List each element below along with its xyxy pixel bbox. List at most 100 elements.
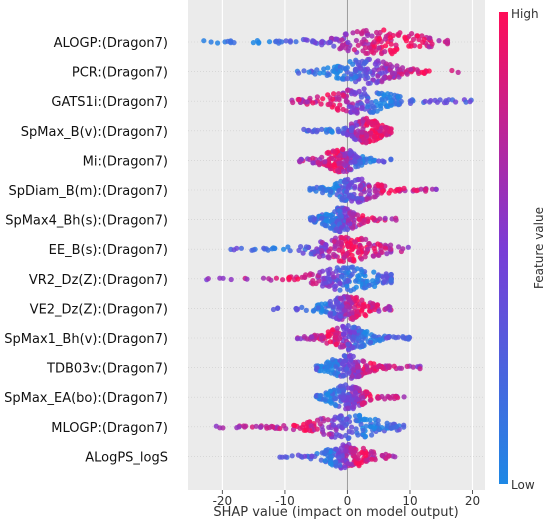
shap-point [379, 393, 385, 400]
shap-point [379, 425, 385, 431]
shap-point [356, 335, 362, 341]
shap-point [345, 39, 351, 46]
shap-point [386, 453, 392, 459]
shap-point [397, 30, 403, 36]
shap-point [388, 271, 394, 278]
feature-label: SpMax_B(v):(Dragon7) [21, 125, 168, 140]
colorbar-title: Feature value [532, 207, 546, 289]
shap-point [348, 357, 354, 363]
data-points [201, 27, 474, 471]
shap-point [421, 36, 427, 42]
shap-point [340, 373, 346, 379]
shap-point [367, 417, 373, 423]
shap-point [304, 420, 310, 426]
shap-point [371, 269, 377, 275]
shap-point [337, 152, 343, 159]
shap-point [310, 186, 316, 192]
shap-point [333, 226, 339, 232]
shap-point [340, 106, 346, 112]
shap-point [374, 302, 380, 308]
shap-point [389, 64, 395, 70]
shap-point [401, 424, 407, 430]
shap-point [349, 373, 355, 379]
x-tick-label: 10 [402, 494, 417, 508]
shap-point [323, 397, 329, 403]
shap-point [273, 39, 279, 45]
shap-point [378, 103, 384, 109]
shap-point [332, 334, 338, 341]
shap-point [381, 92, 387, 98]
shap-point [217, 275, 223, 281]
shap-point [364, 389, 370, 395]
shap-point [352, 183, 358, 190]
shap-point [348, 288, 354, 294]
shap-point [380, 59, 386, 65]
shap-point [351, 305, 357, 311]
shap-point [242, 424, 248, 430]
shap-point [351, 334, 357, 341]
shap-point [342, 464, 348, 471]
shap-point [342, 353, 348, 359]
shap-point [354, 385, 360, 391]
shap-point [415, 33, 421, 39]
shap-point [376, 91, 382, 97]
shap-point [372, 43, 378, 49]
shap-point [376, 158, 382, 164]
shap-point [408, 66, 414, 73]
shap-point [422, 98, 428, 104]
shap-point [345, 217, 351, 223]
shap-point [307, 427, 313, 434]
shap-point [328, 128, 334, 135]
shap-point [338, 213, 344, 219]
shap-point [326, 279, 332, 285]
shap-point [336, 304, 342, 310]
feature-label: SpMax1_Bh(v):(Dragon7) [4, 332, 168, 347]
shap-point [356, 461, 362, 467]
shap-point [325, 65, 331, 71]
shap-point [279, 39, 285, 45]
shap-point [326, 431, 332, 437]
shap-point [337, 102, 343, 108]
shap-point [417, 366, 423, 372]
shap-point [344, 226, 350, 233]
shap-point [359, 237, 365, 243]
shap-point [395, 395, 401, 401]
shap-point [361, 285, 367, 291]
shap-point [344, 158, 350, 164]
shap-point [228, 276, 234, 283]
shap-point [348, 397, 355, 403]
shap-point [306, 69, 312, 75]
shap-point [365, 75, 371, 81]
shap-point [350, 315, 356, 321]
shap-point [383, 271, 389, 277]
shap-point [266, 276, 272, 282]
shap-point [236, 424, 242, 430]
shap-point [323, 242, 329, 248]
shap-point [369, 99, 375, 106]
shap-point [341, 161, 347, 167]
shap-point [351, 404, 357, 410]
feature-label: Mi:(Dragon7) [83, 154, 168, 169]
shap-point [353, 68, 359, 74]
shap-point [280, 277, 286, 283]
shap-point [334, 106, 340, 112]
shap-point [312, 216, 318, 222]
shap-point [328, 400, 334, 406]
shap-point [357, 160, 364, 166]
shap-point [348, 125, 355, 132]
shap-point [317, 393, 323, 399]
shap-point [290, 99, 296, 106]
shap-point [350, 361, 356, 368]
feature-label: TDB03v:(Dragon7) [46, 362, 168, 377]
shap-point [316, 254, 323, 260]
shap-point [371, 194, 377, 200]
shap-point [364, 104, 370, 110]
shap-point [287, 248, 293, 254]
shap-point [331, 185, 337, 191]
shap-point [365, 303, 371, 309]
shap-point [349, 247, 355, 253]
shap-point [368, 449, 374, 455]
shap-point [344, 76, 350, 82]
shap-point [354, 29, 360, 35]
shap-point [355, 432, 361, 438]
